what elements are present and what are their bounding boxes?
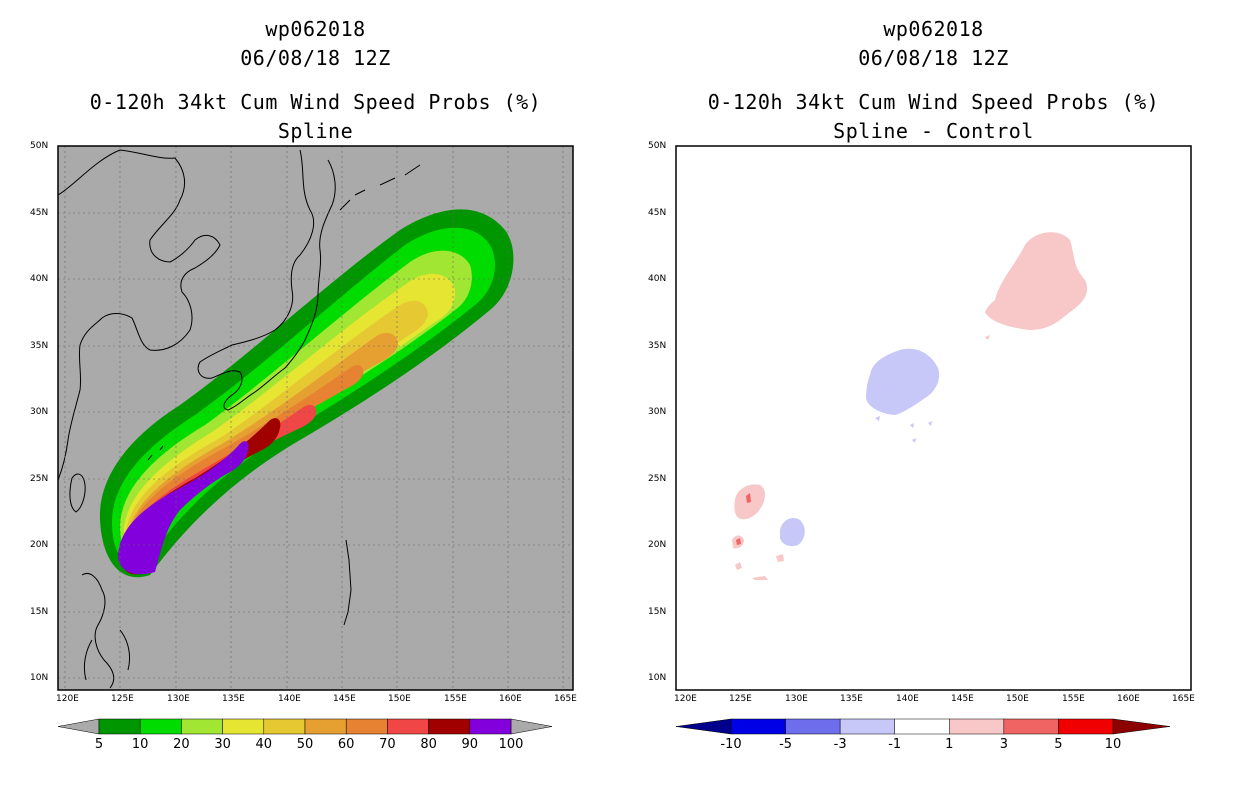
right-colorbar-swatch [894,718,950,735]
lon-label: 140E [896,694,919,704]
left-colorbar-swatch [345,718,388,735]
left-colorbar-label: 10 [131,737,149,752]
lat-label: 35N [30,341,49,351]
lon-label: 165E [554,694,577,704]
lon-label: 135E [840,694,863,704]
left-map-frame [57,145,574,691]
right-colorbar-label: -5 [779,737,793,752]
lat-label: 25N [648,474,667,484]
right-colorbar-swatch [839,718,895,735]
lat-label: 20N [30,540,49,550]
right-colorbar-label: -3 [833,737,847,752]
right-datetime: 06/08/18 12Z [858,46,1009,70]
lat-label: 20N [648,540,667,550]
left-colorbar-label: 5 [94,737,104,752]
right-difference-field [732,232,1088,580]
lat-label: 50N [648,141,667,151]
lon-label: 130E [785,694,808,704]
right-colorbar-label: 3 [999,737,1008,752]
lon-label: 165E [1172,694,1195,704]
lon-label: 145E [333,694,356,704]
lon-label: 160E [1117,694,1140,704]
left-probability-swath [99,209,514,578]
left-colorbar-underflow [57,718,100,735]
left-product-title: 0-120h 34kt Cum Wind Speed Probs (%) [89,90,542,114]
lon-label: 150E [388,694,411,704]
left-colorbar-label: 70 [379,737,396,752]
right-colorbar-swatch [1058,718,1114,735]
left-subtitle: Spline [277,119,354,143]
right-colorbar-underflow [675,718,732,735]
left-colorbar-swatch [98,718,141,735]
lat-label: 40N [648,274,667,284]
lon-label: 125E [111,694,134,704]
lon-label: 130E [167,694,190,704]
left-colorbar-swatch [387,718,429,735]
right-colorbar-swatch [949,718,1005,735]
lon-label: 150E [1006,694,1029,704]
right-product-title: 0-120h 34kt Cum Wind Speed Probs (%) [707,90,1160,114]
left-colorbar-label: 20 [173,737,190,752]
left-colorbar-swatch [139,718,182,735]
left-colorbar-label: 80 [420,737,437,752]
lon-label: 140E [278,694,301,704]
lat-label: 15N [30,607,49,617]
right-colorbar [675,718,1171,735]
left-map [57,145,574,691]
left-colorbar-swatch [181,718,223,735]
lat-label: 45N [30,208,49,218]
right-colorbar-overflow [1112,718,1171,735]
lon-label: 125E [729,694,752,704]
lat-label: 25N [30,474,49,484]
left-colorbar-label: 90 [461,737,479,752]
right-colorbar-swatch [730,718,786,735]
lat-label: 30N [648,407,667,417]
right-storm-id: wp062018 [883,17,984,41]
lat-label: 35N [648,341,667,351]
left-colorbar-swatch [428,718,471,735]
right-colorbar-label: 10 [1104,737,1122,752]
right-map-background [676,146,1191,690]
right-colorbar-swatch [1003,718,1059,735]
lon-label: 145E [951,694,974,704]
left-datetime: 06/08/18 12Z [240,46,391,70]
lon-label: 120E [56,694,79,704]
lon-label: 135E [222,694,245,704]
lon-label: 155E [444,694,467,704]
right-colorbar-label: -1 [888,737,902,752]
left-colorbar-swatch [469,718,512,735]
lat-label: 30N [30,407,49,417]
right-subtitle: Spline - Control [833,119,1034,143]
left-storm-id: wp062018 [265,17,366,41]
left-colorbar-swatch [222,718,265,735]
left-colorbar-swatch [263,718,306,735]
lat-label: 40N [30,274,49,284]
lon-label: 120E [674,694,697,704]
right-colorbar-label: 1 [945,737,954,752]
right-colorbar-swatch [785,718,841,735]
lon-label: 155E [1062,694,1085,704]
lat-label: 15N [648,607,667,617]
lat-label: 10N [648,673,667,683]
left-colorbar-label: 50 [296,737,314,752]
left-colorbar-label: 60 [337,737,355,752]
lat-label: 50N [30,141,49,151]
right-colorbar-label: 5 [1054,737,1063,752]
right-colorbar-label: -10 [720,737,742,752]
left-colorbar-label: 40 [255,737,273,752]
right-map-frame [675,145,1192,691]
left-colorbar-label: 100 [498,737,524,752]
left-colorbar [57,718,553,735]
lat-label: 45N [648,208,667,218]
lon-label: 160E [499,694,522,704]
right-map [675,145,1192,691]
left-colorbar-label: 30 [214,737,231,752]
left-colorbar-swatch [304,718,347,735]
left-colorbar-overflow [510,718,553,735]
lat-label: 10N [30,673,49,683]
